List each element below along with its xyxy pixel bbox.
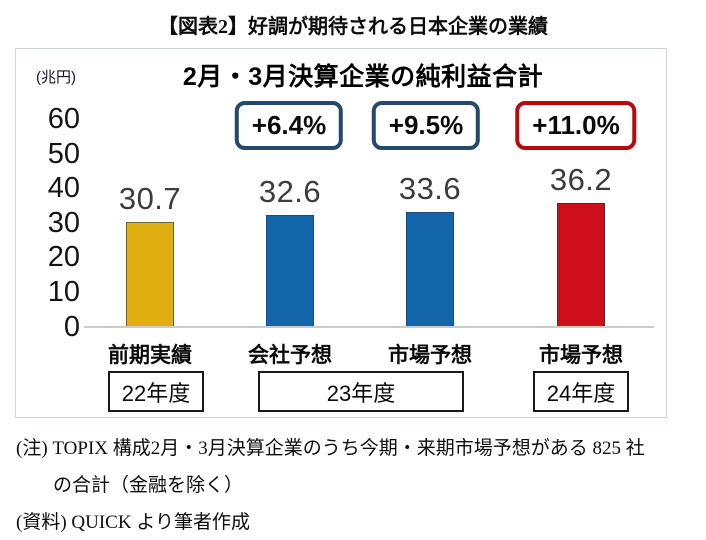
- y-axis-tick-60: 60: [47, 103, 80, 135]
- bar-value-label: 36.2: [549, 161, 613, 197]
- x-axis-label-company-forecast: 会社予想: [248, 344, 332, 367]
- bar-market-forecast-23: [406, 211, 454, 328]
- bar-group-market-forecast-23: 33.6: [370, 170, 490, 328]
- y-axis-unit-label: (兆円): [36, 69, 76, 86]
- bar-value-label: 33.6: [398, 170, 462, 206]
- y-axis-tick-20: 20: [47, 241, 80, 273]
- source-line: (資料) QUICK より筆者作成: [16, 512, 250, 533]
- bar-group-prior-actual: 30.7: [90, 181, 210, 328]
- fiscal-year-box-24: 24年度: [533, 371, 629, 412]
- y-axis-tick-40: 40: [47, 172, 80, 204]
- footnotes: (注) TOPIX 構成2月・3月決算企業のうち今期・来期市場予想がある 825…: [16, 430, 700, 540]
- x-axis-label-market-forecast-24: 市場予想: [539, 344, 623, 367]
- note-line-2: の合計（金融を除く）: [53, 475, 244, 496]
- fiscal-year-box-23: 23年度: [258, 371, 464, 412]
- growth-badge-market-forecast-23: +9.5%: [371, 101, 481, 150]
- growth-badge-company-forecast: +6.4%: [234, 101, 344, 150]
- bar-prior-actual: [126, 221, 174, 328]
- fiscal-year-box-22: 22年度: [108, 371, 204, 412]
- chart-title: 2月・3月決算企業の純利益合計: [182, 63, 544, 91]
- chart-panel: 2月・3月決算企業の純利益合計 (兆円) 60 50 40 30 20 10 0…: [15, 48, 667, 418]
- y-axis-tick-30: 30: [47, 207, 80, 239]
- x-axis-label-market-forecast-23: 市場予想: [388, 344, 472, 367]
- page-title: 【図表2】好調が期待される日本企業の業績: [158, 16, 548, 38]
- x-axis-label-prior-actual: 前期実績: [108, 344, 192, 367]
- bar-value-label: 30.7: [118, 180, 182, 216]
- bar-company-forecast: [266, 215, 314, 328]
- x-axis-baseline: [84, 326, 654, 328]
- y-axis-tick-0: 0: [63, 311, 80, 343]
- bar-value-label: 32.6: [258, 174, 322, 209]
- y-axis-tick-10: 10: [47, 276, 80, 308]
- y-axis-tick-50: 50: [47, 138, 80, 170]
- bar-market-forecast-24: [557, 202, 605, 328]
- bar-group-market-forecast-24: 36.2: [521, 161, 641, 328]
- growth-badge-market-forecast-24: +11.0%: [515, 101, 637, 150]
- bar-group-company-forecast: 32.6: [230, 174, 350, 328]
- note-line-1: (注) TOPIX 構成2月・3月決算企業のうち今期・来期市場予想がある 825…: [16, 438, 645, 459]
